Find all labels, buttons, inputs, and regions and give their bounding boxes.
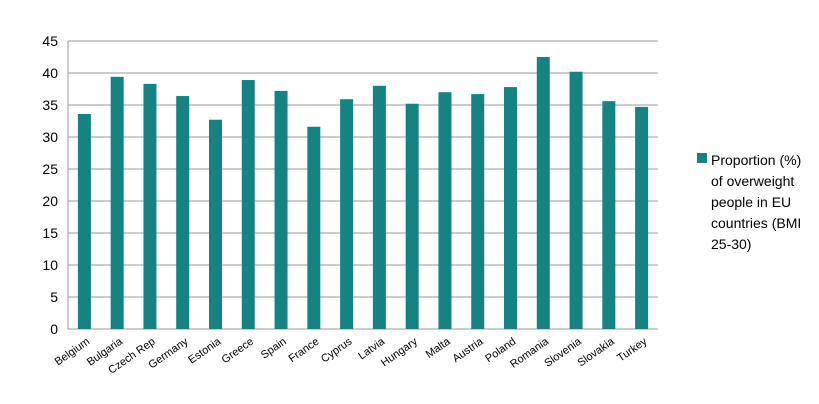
- bar: [209, 119, 222, 329]
- bar: [602, 101, 616, 329]
- y-tick-label: 0: [50, 321, 58, 337]
- bar: [77, 113, 91, 330]
- bar: [307, 126, 321, 329]
- x-tick-label: Austria: [451, 335, 487, 365]
- bar: [372, 85, 386, 329]
- x-tick-label: France: [287, 336, 322, 365]
- bar: [438, 92, 452, 329]
- x-tick-label: Malta: [424, 335, 454, 361]
- bar: [176, 96, 190, 329]
- x-tick-label: Belgium: [53, 336, 92, 369]
- bar: [241, 80, 255, 329]
- bar: [504, 87, 517, 329]
- y-tick-label: 45: [42, 33, 58, 49]
- x-tick-label: Cyprus: [319, 335, 355, 365]
- bar: [405, 103, 419, 329]
- bar: [340, 99, 354, 330]
- bar: [110, 76, 124, 329]
- y-tick-label: 30: [42, 129, 58, 145]
- y-tick-label: 20: [42, 193, 58, 209]
- legend-label: Proportion (%) of overweight people in E…: [711, 152, 802, 252]
- x-tick-label: Estonia: [186, 335, 224, 366]
- x-tick-label: Spain: [259, 336, 289, 362]
- bar: [569, 71, 583, 329]
- bar: [471, 94, 485, 330]
- y-tick-label: 10: [42, 257, 58, 273]
- x-tick-label: Greece: [220, 336, 256, 367]
- y-tick-label: 35: [42, 97, 58, 113]
- legend-marker: [697, 153, 707, 163]
- y-tick-label: 15: [42, 225, 58, 241]
- bar: [143, 83, 157, 329]
- y-tick-label: 40: [42, 65, 58, 81]
- y-tick-label: 25: [42, 161, 58, 177]
- x-tick-label: Turkey: [615, 335, 649, 364]
- x-tick-label: Slovakia: [576, 335, 618, 369]
- bar: [536, 57, 550, 329]
- y-tick-label: 5: [50, 289, 58, 305]
- bar: [274, 90, 288, 329]
- bar: [635, 106, 649, 329]
- x-tick-label: Hungary: [379, 335, 420, 369]
